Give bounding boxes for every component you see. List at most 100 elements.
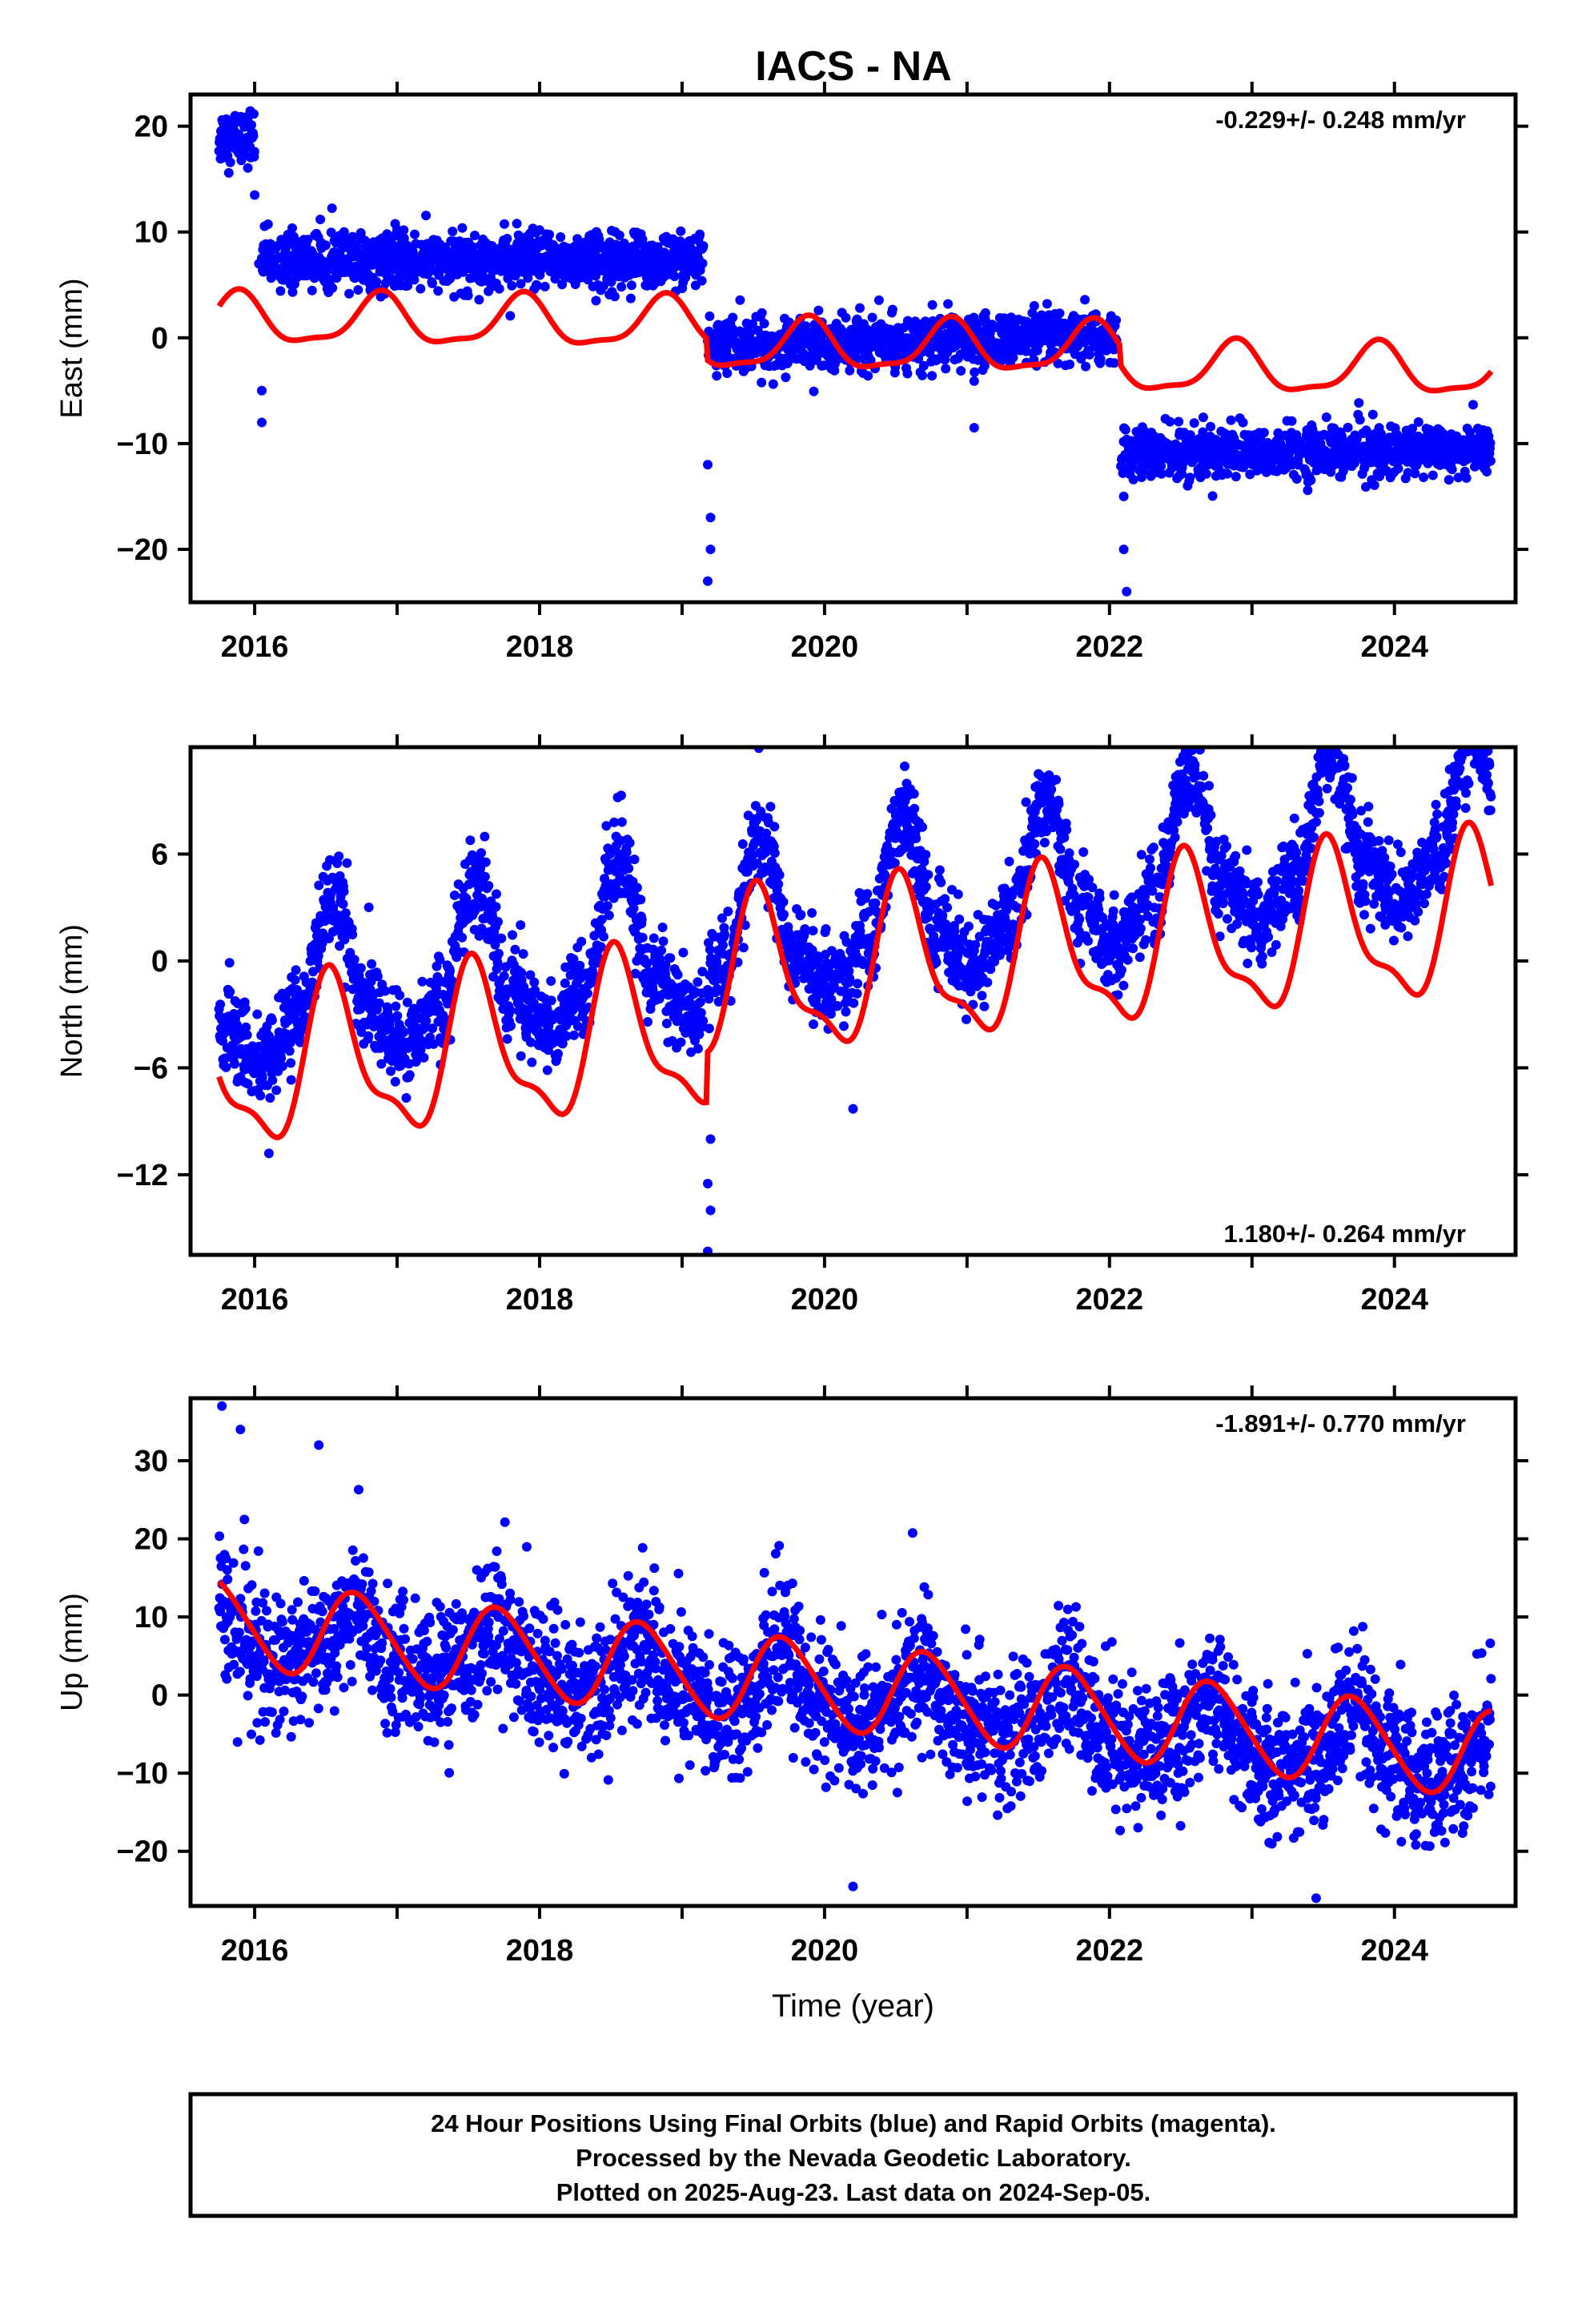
data-point [532,280,542,291]
data-point [801,926,811,936]
data-point [286,1058,296,1068]
data-point [356,1027,367,1037]
data-point [1174,416,1184,427]
data-point [1447,464,1457,475]
data-point [303,235,313,245]
data-point [1004,856,1014,866]
data-point [314,880,324,891]
data-point [821,924,831,934]
data-point [921,850,931,860]
y-tick-label: −20 [117,533,168,567]
data-point [257,1072,267,1083]
data-point [286,1075,296,1085]
data-point [496,933,507,943]
data-point [363,903,374,912]
data-point [863,371,873,381]
data-point [480,831,490,842]
x-tick-label: 2016 [221,630,289,664]
data-point [979,1001,990,1011]
data-point [340,908,351,919]
data-point [909,803,920,814]
data-point [491,902,501,912]
data-point [636,915,647,925]
data-point [609,292,620,302]
data-point [508,930,517,940]
data-point [940,894,950,904]
data-point [1427,470,1438,480]
data-point [223,167,234,178]
data-point [629,854,640,865]
data-point [427,278,437,288]
data-point [367,959,377,969]
data-point [697,275,707,286]
outlier-point [703,460,713,470]
data-point [355,963,366,973]
data-point [693,977,703,987]
data-point [1207,491,1218,501]
data-point [315,215,326,224]
data-point [841,312,851,323]
data-point [247,120,256,130]
data-point [796,910,806,920]
data-point [808,926,818,936]
data-point [230,1059,240,1069]
data-point [457,223,468,233]
data-point [461,894,472,904]
data-point [255,1091,266,1101]
east-y-axis-label: East (mm) [55,278,89,418]
data-point [826,946,837,956]
data-point [215,999,226,1010]
data-point [327,203,337,213]
data-point [616,790,626,801]
data-point [1109,358,1119,368]
data-point [494,283,504,294]
data-point [931,958,942,967]
data-point [658,936,669,947]
data-point [637,932,648,943]
data-point [774,870,785,880]
y-tick-label: −10 [117,428,168,461]
data-point [1287,416,1297,426]
y-tick-label: 20 [135,111,168,144]
data-point [648,933,659,943]
data-point [380,986,391,996]
data-point [1223,468,1233,479]
data-point [942,903,953,913]
data-point [363,1031,374,1041]
data-point [401,1093,412,1103]
data-point [516,1051,526,1061]
data-point [241,1022,251,1032]
data-point [769,822,780,832]
data-point [505,311,516,321]
data-point [1201,468,1211,479]
data-point [1156,468,1166,479]
data-point [698,1015,709,1026]
data-point [347,930,358,939]
data-point [781,372,791,383]
data-point [1306,475,1316,485]
data-point [704,1023,714,1034]
data-point [809,386,819,396]
data-point [1189,418,1199,428]
outlier-point [969,423,979,433]
data-point [862,889,873,899]
data-point [953,889,963,899]
data-point [849,998,859,1008]
data-point [326,227,336,238]
data-point [621,847,632,858]
y-tick-label: 0 [151,322,168,356]
data-point [625,293,636,304]
data-point [1198,412,1208,423]
data-point [428,1039,439,1049]
data-point [505,1005,516,1015]
data-point [927,371,938,381]
data-point [1054,308,1065,319]
data-point [378,1034,388,1044]
data-point [1206,421,1216,432]
data-point [490,939,500,950]
east-rate-label: -0.229+/- 0.248 mm/yr [1215,106,1466,134]
data-point [507,280,517,291]
data-point [676,1037,686,1047]
data-point [909,789,919,799]
outlier-point [254,259,264,269]
